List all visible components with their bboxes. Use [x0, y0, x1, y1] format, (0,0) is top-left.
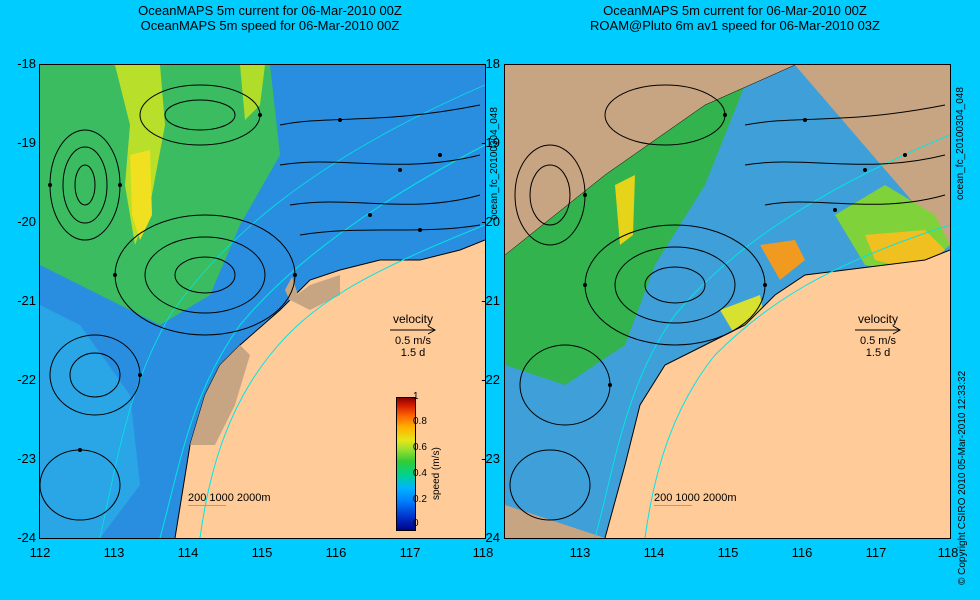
right-title-line2: ROAM@Pluto 6m av1 speed for 06-Mar-2010 … [590, 18, 880, 33]
colorbar-label: speed (m/s) [431, 447, 442, 500]
isobath [644, 224, 950, 538]
y-tick-label: -24 [17, 530, 36, 545]
left-forecast-id: ocean_fc_20100304_048 [489, 107, 500, 220]
outside-model-domain [505, 505, 605, 538]
x-tick-label: 114 [643, 545, 665, 560]
arrow-heads [583, 113, 907, 387]
y-tick-label: -22 [17, 372, 36, 387]
isobath [159, 144, 485, 538]
velocity-legend-duration: 1.5 d [400, 347, 426, 359]
left-title-line1: OceanMAPS 5m current for 06-Mar-2010 00Z [138, 3, 402, 18]
coastline [604, 249, 950, 538]
y-tick-label: -20 [481, 214, 500, 229]
y-tick-label: -22 [481, 372, 500, 387]
x-tick-label: 116 [791, 545, 813, 560]
jet-core [615, 175, 635, 245]
isobath-legend-text: 200 1000 2000m [188, 492, 271, 504]
jet-peak [130, 150, 152, 240]
velocity-legend-title: velocity [392, 312, 433, 326]
left-panel-title: OceanMAPS 5m current for 06-Mar-2010 00Z… [40, 3, 500, 33]
colorbar-tick: 0.4 [413, 468, 427, 479]
velocity-arrow-icon [378, 325, 448, 335]
velocity-legend-title: velocity [857, 312, 898, 326]
domain-boundary [505, 65, 796, 256]
x-tick-label: 118 [937, 545, 959, 560]
x-tick-label: 117 [865, 545, 887, 560]
north-jet [240, 65, 265, 120]
isobath-legend-left: 200 1000 2000m [188, 492, 271, 506]
speed-colorbar [396, 397, 416, 531]
y-tick-label: -21 [481, 293, 500, 308]
copyright-text: © Copyright CSIRO 2010 05-Mar-2010 12:33… [957, 370, 968, 585]
colorbar-tick: 0 [413, 518, 419, 529]
y-tick-label: -18 [17, 56, 36, 71]
right-title-line1: OceanMAPS 5m current for 06-Mar-2010 00Z [603, 3, 867, 18]
y-tick-label: -18 [481, 56, 500, 71]
southern-flow [40, 305, 140, 538]
right-panel-title: OceanMAPS 5m current for 06-Mar-2010 00Z… [505, 3, 965, 33]
island [285, 277, 298, 301]
right-map-panel [504, 64, 951, 539]
x-tick-label: 117 [399, 545, 421, 560]
isobath-legend-line [188, 505, 226, 506]
y-tick-label: -20 [17, 214, 36, 229]
colorbar-tick: 0.2 [413, 494, 427, 505]
x-tick-label: 115 [717, 545, 739, 560]
isobath-legend-line [654, 505, 692, 506]
isobath-legend-text: 200 1000 2000m [654, 492, 737, 504]
left-map-svg [40, 65, 485, 538]
x-tick-label: 112 [29, 545, 51, 560]
outside-model-domain [505, 65, 795, 315]
current-streamlines [509, 84, 946, 521]
continental-shelf [190, 345, 250, 445]
colorbar-tick: 1 [413, 391, 419, 402]
x-tick-label: 115 [251, 545, 273, 560]
x-tick-label: 113 [103, 545, 125, 560]
velocity-legend-speed: 0.5 m/s [394, 335, 432, 347]
land-mass [605, 250, 950, 538]
speed-peak [760, 240, 805, 280]
y-tick-label: -23 [17, 451, 36, 466]
left-map-panel [39, 64, 486, 539]
right-forecast-id: ocean_fc_20100304_048 [955, 87, 966, 200]
isobath-legend-right: 200 1000 2000m [654, 492, 737, 506]
velocity-legend-right: velocity 0.5 m/s 1.5 d [843, 313, 913, 359]
left-title-line2: OceanMAPS 5m speed for 06-Mar-2010 00Z [140, 18, 400, 33]
arrow-heads [48, 113, 442, 452]
colorbar-tick: 0.8 [413, 416, 427, 427]
y-tick-label: -21 [17, 293, 36, 308]
right-map-svg [505, 65, 950, 538]
y-tick-label: -19 [481, 135, 500, 150]
velocity-legend-speed: 0.5 m/s [859, 335, 897, 347]
high-speed-region [40, 65, 280, 325]
velocity-legend-left: velocity 0.5 m/s 1.5 d [378, 313, 448, 359]
x-tick-label: 113 [569, 545, 591, 560]
x-tick-label: 114 [177, 545, 199, 560]
isobath [199, 224, 485, 538]
x-tick-label: 118 [472, 545, 494, 560]
y-tick-label: -19 [17, 135, 36, 150]
velocity-arrow-icon [843, 325, 913, 335]
colorbar-tick: 0.6 [413, 442, 427, 453]
isobath [99, 84, 485, 538]
y-tick-label: -24 [481, 530, 500, 545]
x-tick-label: 116 [325, 545, 347, 560]
y-tick-label: -23 [481, 451, 500, 466]
isobath [594, 134, 950, 538]
velocity-legend-duration: 1.5 d [865, 347, 891, 359]
